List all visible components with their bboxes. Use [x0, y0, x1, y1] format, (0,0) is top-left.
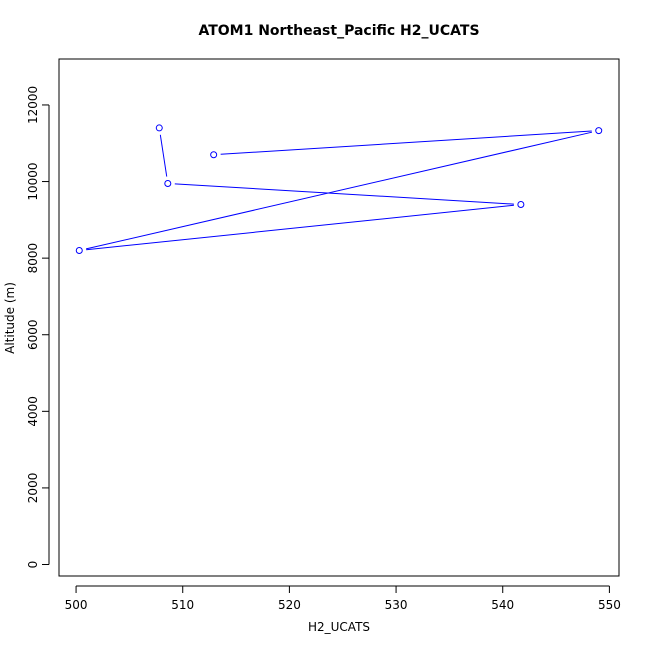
x-axis: 500 510 520 530 540 550 [65, 585, 621, 612]
series-segment [174, 183, 514, 205]
x-tick-label: 540 [491, 598, 514, 612]
y-axis-label: Altitude (m) [3, 282, 17, 354]
series-segment [85, 131, 593, 250]
y-tick-label: 12000 [26, 86, 40, 124]
x-tick-label: 530 [385, 598, 408, 612]
chart-title: ATOM1 Northeast_Pacific H2_UCATS [198, 23, 479, 39]
x-tick-label: 500 [65, 598, 88, 612]
y-tick-label: 6000 [26, 319, 40, 350]
data-point [164, 179, 172, 187]
x-tick-label: 550 [598, 598, 621, 612]
y-tick-label: 8000 [26, 243, 40, 274]
y-tick-label: 10000 [26, 162, 40, 200]
data-point [595, 127, 603, 135]
data-point [75, 246, 83, 254]
series-layer [75, 124, 603, 254]
y-tick-label: 2000 [26, 473, 40, 504]
y-tick-label: 4000 [26, 396, 40, 427]
x-axis-label: H2_UCATS [308, 620, 370, 634]
x-tick-label: 520 [278, 598, 301, 612]
series-segment [220, 130, 592, 155]
y-tick-label: 0 [26, 561, 40, 569]
series-segment [159, 134, 168, 177]
data-point [155, 124, 163, 132]
data-point [210, 151, 218, 159]
y-axis: 0 2000 4000 6000 8000 10000 12000 [26, 86, 50, 569]
data-point [517, 201, 525, 209]
x-tick-label: 510 [171, 598, 194, 612]
plot-frame [58, 58, 620, 577]
series-segment [86, 204, 514, 251]
